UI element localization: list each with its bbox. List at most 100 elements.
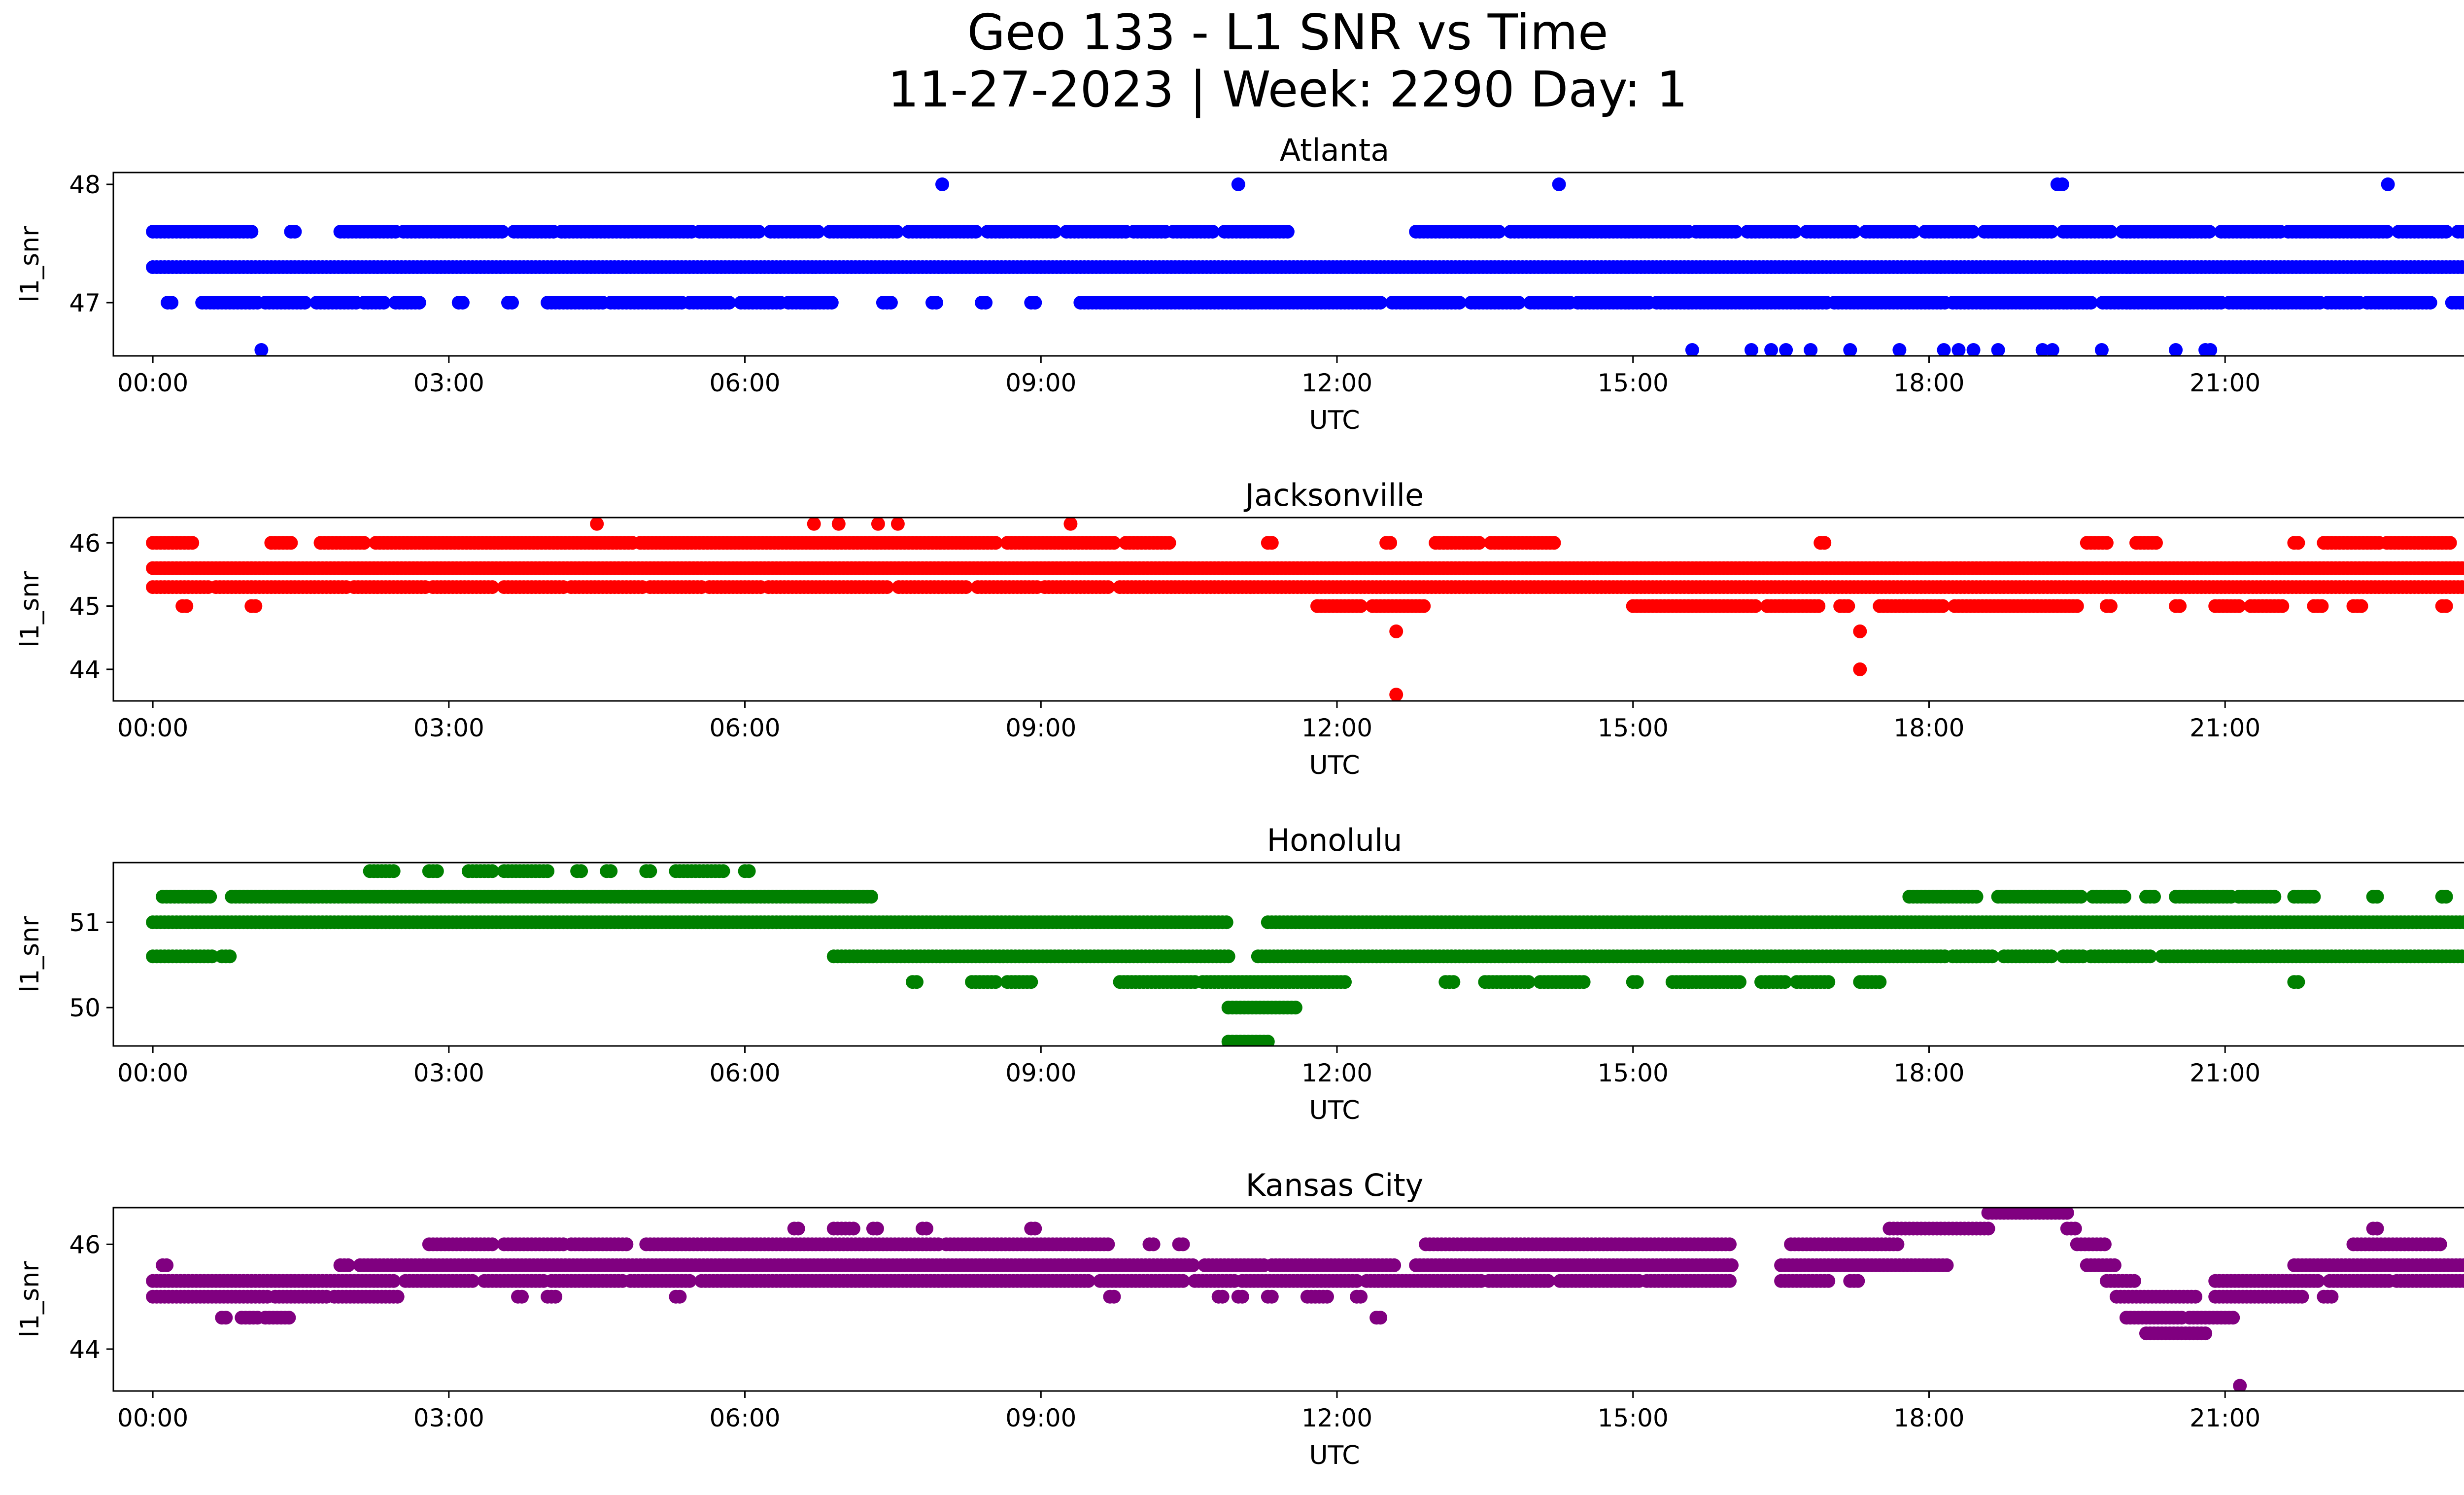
data-point	[1101, 580, 1115, 594]
data-point	[2143, 949, 2157, 964]
y-tick-label: 50	[69, 994, 101, 1022]
data-point	[2459, 580, 2464, 594]
data-point	[1221, 949, 1235, 964]
x-tick-label: 15:00	[1598, 1059, 1669, 1087]
data-point	[910, 975, 924, 989]
data-point	[1492, 225, 1506, 239]
data-point	[920, 1221, 933, 1236]
x-tick-label: 06:00	[710, 714, 781, 742]
data-point	[2459, 225, 2464, 239]
data-point	[1853, 662, 1867, 676]
data-point	[2423, 296, 2437, 310]
data-point	[1985, 949, 1999, 964]
data-point	[1389, 688, 1403, 701]
data-point	[203, 890, 217, 904]
x-tick-label: 00:00	[117, 369, 188, 397]
data-point	[722, 296, 736, 310]
x-tick-label: 21:00	[2190, 714, 2260, 742]
series-markers	[146, 177, 2464, 356]
data-point	[2055, 177, 2069, 191]
data-point	[2443, 536, 2457, 550]
data-point	[2267, 890, 2282, 904]
data-point	[1373, 296, 1388, 310]
data-point	[495, 225, 509, 239]
data-point	[2291, 975, 2305, 989]
data-point	[604, 864, 618, 878]
data-point	[2149, 536, 2163, 550]
data-point	[2463, 583, 2464, 591]
x-tick-label: 09:00	[1005, 369, 1076, 397]
data-point	[643, 864, 657, 878]
data-point	[1965, 225, 1980, 239]
x-tick-label: 00:00	[117, 714, 188, 742]
data-point	[1028, 296, 1042, 310]
data-point	[2099, 536, 2114, 550]
data-point	[1511, 296, 1526, 310]
series-markers	[146, 518, 2464, 701]
data-point	[590, 518, 604, 531]
data-point	[2044, 225, 2058, 239]
data-point	[1552, 177, 1566, 191]
data-point	[1812, 599, 1826, 613]
data-point	[1936, 599, 1950, 613]
data-point	[619, 1237, 634, 1252]
data-point	[807, 518, 821, 531]
x-axis-label: UTC	[1309, 751, 1360, 780]
data-point	[1853, 624, 1867, 638]
x-tick-label: 03:00	[413, 1059, 484, 1087]
data-point	[1748, 599, 1762, 613]
data-point	[2354, 599, 2368, 613]
data-point	[2060, 1208, 2074, 1220]
y-axis-label: l1_snr	[15, 226, 45, 303]
data-point	[846, 1221, 860, 1236]
data-point	[1729, 225, 1743, 239]
data-point	[2103, 225, 2118, 239]
panel-title: Kansas City	[1246, 1167, 1424, 1203]
data-point	[2068, 1221, 2082, 1236]
x-tick-label: 12:00	[1301, 369, 1372, 397]
data-point	[831, 518, 846, 531]
data-point	[205, 949, 219, 964]
data-point	[1981, 1221, 1995, 1236]
data-point	[1521, 975, 1536, 989]
data-point	[989, 536, 1003, 550]
data-point	[884, 296, 898, 310]
data-point	[1576, 975, 1591, 989]
figure-title-line1: Geo 133 - L1 SNR vs Time	[967, 3, 1608, 61]
data-point	[1231, 177, 1245, 191]
data-point	[1685, 343, 1699, 356]
plot-frame	[112, 172, 2464, 357]
data-point	[2461, 916, 2464, 928]
plot-frame	[112, 862, 2464, 1047]
data-point	[1048, 225, 1062, 239]
data-point	[979, 296, 993, 310]
data-point	[935, 177, 949, 191]
data-point	[742, 864, 756, 878]
y-tick-label: 51	[69, 908, 101, 937]
data-point	[1892, 343, 1907, 356]
data-point	[574, 864, 588, 878]
data-point	[989, 975, 1003, 989]
data-point	[1843, 343, 1857, 356]
data-point	[1280, 225, 1295, 239]
x-tick-label: 12:00	[1301, 1059, 1372, 1087]
data-point	[2275, 599, 2290, 613]
data-point	[1446, 975, 1461, 989]
data-point	[223, 949, 237, 964]
data-point	[1817, 536, 1832, 550]
x-tick-label: 09:00	[1005, 714, 1076, 742]
data-point	[2035, 343, 2050, 356]
data-point	[2044, 949, 2058, 964]
data-point	[1354, 599, 1368, 613]
data-point	[2459, 949, 2464, 963]
x-tick-label: 15:00	[1598, 369, 1669, 397]
data-point	[2173, 599, 2187, 613]
data-point	[2103, 599, 2118, 613]
data-point	[2045, 343, 2059, 356]
data-point	[485, 864, 499, 878]
data-point	[1847, 225, 1861, 239]
x-axis-label: UTC	[1309, 406, 1360, 435]
data-point	[1063, 518, 1078, 531]
data-point	[716, 864, 730, 878]
data-point	[1452, 296, 1467, 310]
